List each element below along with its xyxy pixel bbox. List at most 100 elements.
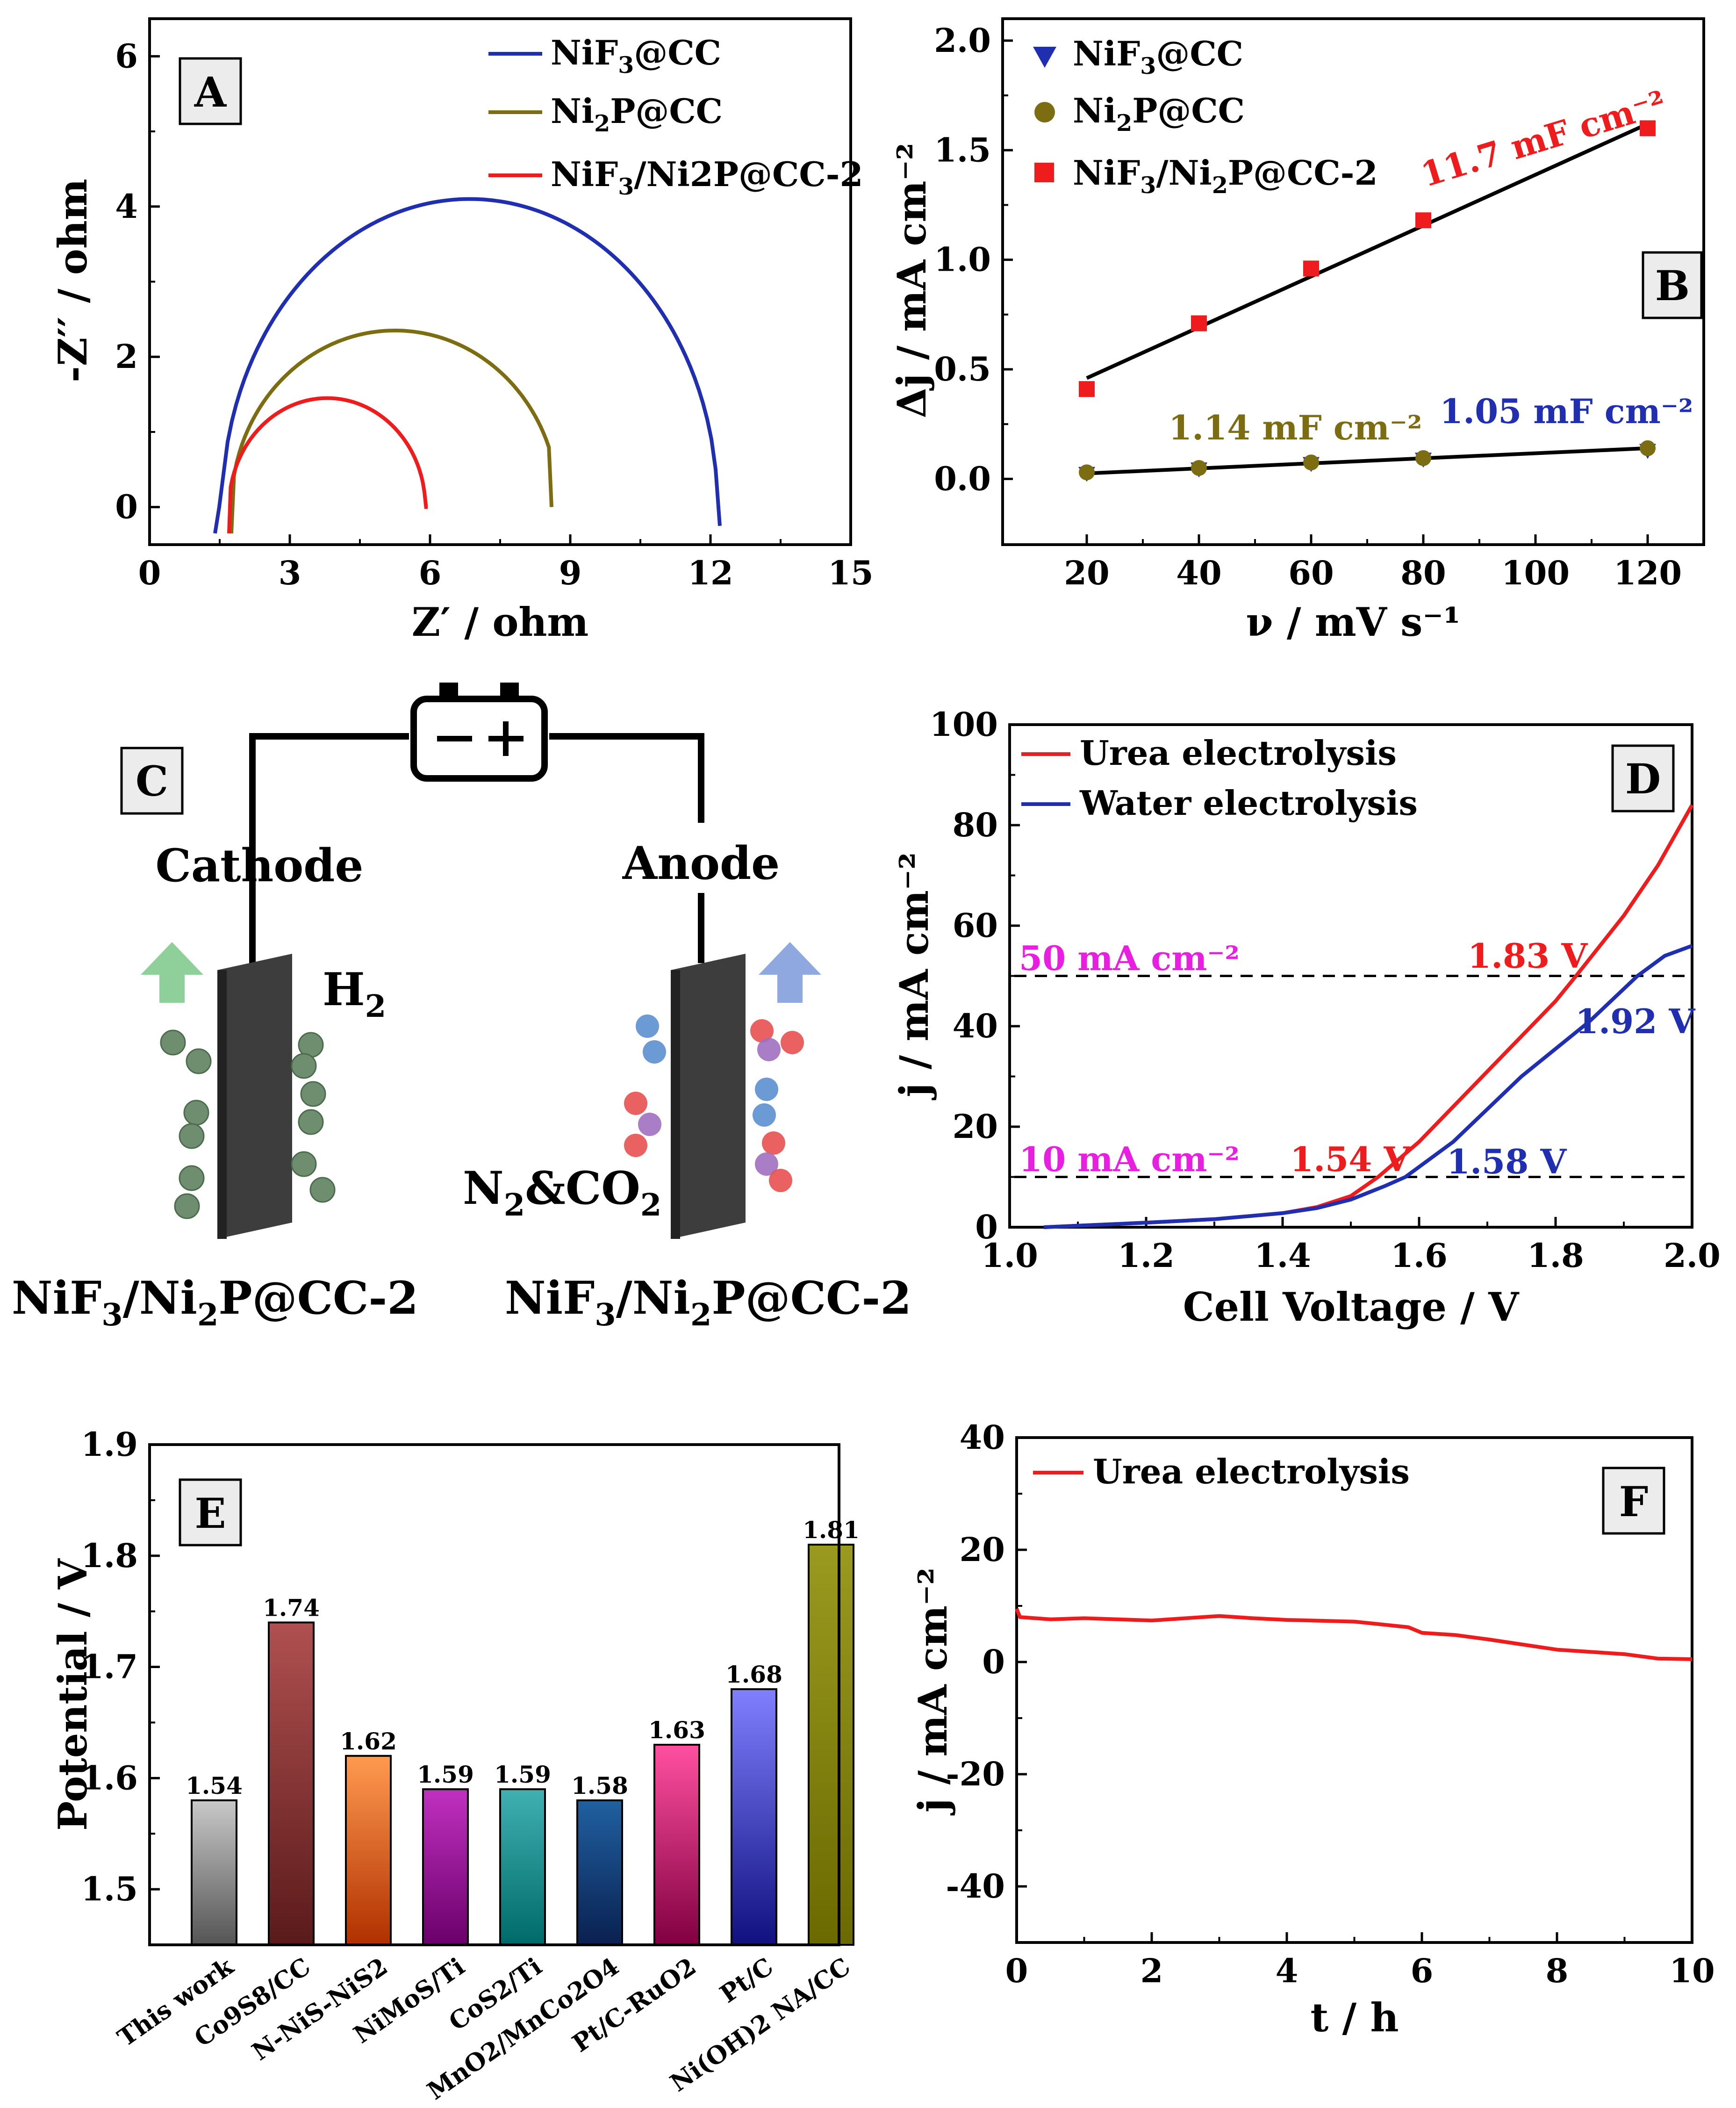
- bar-5: [576, 1799, 623, 1946]
- panel-d-curves: [1043, 804, 1694, 1229]
- y-tick-label: 80: [953, 806, 998, 844]
- y-tick-label: 0: [975, 1208, 998, 1246]
- y-tick-label: 0.5: [934, 350, 991, 389]
- x-tick-label: 120: [1614, 554, 1682, 592]
- annotation-1-05: 1.05 mF cm⁻²: [1440, 391, 1693, 431]
- gas-bubbles: [160, 1014, 804, 1219]
- data-point-circle: [1640, 440, 1656, 456]
- panel-a-ylabel: -Z′′ / ohm: [50, 179, 96, 382]
- data-point-square: [1415, 212, 1431, 229]
- panel-a: 0 3 6 9 12 15 0 2 4 6 A NiF3@CC Ni2P@CC NiF3/Ni2P…: [50, 17, 874, 645]
- x-tick-label: 1.2: [1118, 1236, 1175, 1275]
- h2-bubble: [291, 1053, 317, 1079]
- legend-marker-ni2p: [1034, 102, 1055, 122]
- bar-1: [268, 1621, 315, 1946]
- y-tick-label: 0: [115, 488, 138, 526]
- x-tick-label: 40: [1176, 554, 1221, 592]
- h2-bubble: [300, 1081, 326, 1107]
- h2-bubble: [160, 1029, 186, 1056]
- panel-f-xlabel: t / h: [1310, 1994, 1399, 2041]
- bar-0: [191, 1799, 237, 1946]
- y-tick-label: 20: [960, 1530, 1005, 1569]
- x-tick-label: 6: [419, 554, 442, 592]
- data-point-circle: [1415, 450, 1431, 466]
- gas-molecule: [624, 1134, 647, 1157]
- panel-d-legend: Urea electrolysis Water electrolysis: [1021, 733, 1418, 823]
- panel-d-tag: D: [1625, 755, 1661, 803]
- panel-a-tag-box: [179, 57, 242, 125]
- panel-d-tag-box: [1611, 744, 1675, 813]
- fit-line-1: [1086, 446, 1648, 475]
- x-tick-label: 9: [559, 554, 582, 592]
- anode-material-label: NiF3/Ni2P@CC-2: [505, 1272, 911, 1333]
- bar-value-label: 1.58: [571, 1772, 628, 1799]
- panel-a-frame: [148, 17, 852, 546]
- panel-f-tag: F: [1619, 1477, 1648, 1526]
- bar-6: [653, 1744, 700, 1946]
- h2-release-arrow-icon: [141, 942, 203, 1003]
- data-point-square: [1079, 381, 1095, 397]
- anode-label: Anode: [622, 837, 780, 890]
- x-tick-label: 1.6: [1391, 1236, 1448, 1275]
- panel-b-ylabel: Δj / mA cm⁻²: [889, 143, 935, 418]
- panel-a-legend: NiF3@CC Ni2P@CC NiF3/Ni2P@CC-2: [488, 33, 863, 200]
- panel-b: 20 40 60 80 100 120 0.0 0.5 1.0 1.5 2.0 B NiF3@CC …: [889, 17, 1705, 645]
- cathode-electrode: [217, 954, 292, 1239]
- data-point-circle: [1303, 454, 1319, 471]
- panel-a-curves: [213, 197, 722, 534]
- bar-value-label: 1.59: [417, 1761, 474, 1788]
- hline-label-50: 50 mA cm⁻²: [1019, 938, 1240, 978]
- bar-4: [499, 1788, 546, 1946]
- legend-marker-nif3: [1033, 47, 1056, 68]
- panel-e-tag-box: [179, 1478, 242, 1547]
- panel-b-ticks: 20 40 60 80 100 120 0.0 0.5 1.0 1.5 2.0: [934, 21, 1682, 592]
- bar-2: [345, 1755, 392, 1946]
- legend-label-b-composite: NiF3/Ni2P@CC-2: [1073, 153, 1378, 199]
- x-tick-label: 10: [1669, 1951, 1714, 1990]
- data-point-square: [1640, 120, 1656, 137]
- panel-a-xlabel: Z′ / ohm: [412, 599, 589, 645]
- n2-co2-label: N2&CO2: [463, 1162, 661, 1223]
- gas-molecule: [781, 1031, 804, 1054]
- panel-f-tag-box: [1602, 1467, 1665, 1535]
- legend-label-f-urea: Urea electrolysis: [1093, 1452, 1410, 1491]
- h2-bubble: [179, 1165, 205, 1191]
- panel-b-points: [1078, 120, 1656, 482]
- gas-molecule: [769, 1169, 792, 1192]
- y-tick-label: 40: [960, 1418, 1005, 1457]
- legend-label-b-nif3: NiF3@CC: [1073, 34, 1243, 79]
- category-label: Pt/C: [715, 1952, 778, 2009]
- panel-f-frame: [1015, 1436, 1693, 1944]
- panel-e-ticks: 1.5 1.6 1.7 1.8 1.9: [81, 1425, 160, 1908]
- panel-f-legend: Urea electrolysis: [1033, 1452, 1410, 1491]
- y-tick-label: 1.5: [81, 1870, 138, 1908]
- legend-label-ni2p: Ni2P@CC: [551, 91, 723, 137]
- y-tick-label: 1.9: [81, 1425, 138, 1464]
- y-tick-label: -20: [946, 1755, 1005, 1793]
- x-tick-label: 0: [1005, 1951, 1028, 1990]
- annotation-1-58: 1.58 V: [1447, 1142, 1567, 1181]
- gas-molecule: [638, 1113, 661, 1136]
- bar-8: [808, 1544, 854, 1946]
- data-point-square: [1303, 260, 1319, 277]
- circuit-wire-right: [549, 733, 704, 823]
- data-point-square: [1191, 315, 1207, 331]
- x-tick-label: 20: [1064, 554, 1109, 592]
- bar-value-label: 1.54: [186, 1772, 243, 1799]
- y-tick-label: 1.8: [81, 1536, 138, 1575]
- x-tick-label: 8: [1546, 1951, 1569, 1990]
- gas-release-arrow-icon: [759, 942, 821, 1003]
- x-tick-label: 4: [1276, 1951, 1298, 1990]
- annotation-11-7: 11.7 mF cm⁻²: [1416, 82, 1671, 194]
- h2-bubble: [179, 1123, 205, 1149]
- panel-b-fit-lines: [1086, 122, 1649, 475]
- y-tick-label: 0: [982, 1642, 1005, 1681]
- y-tick-label: 60: [953, 906, 998, 945]
- x-tick-label: 1.0: [981, 1236, 1038, 1275]
- gas-molecule: [755, 1152, 778, 1176]
- battery-icon: [410, 683, 548, 782]
- x-tick-label: 6: [1411, 1951, 1434, 1990]
